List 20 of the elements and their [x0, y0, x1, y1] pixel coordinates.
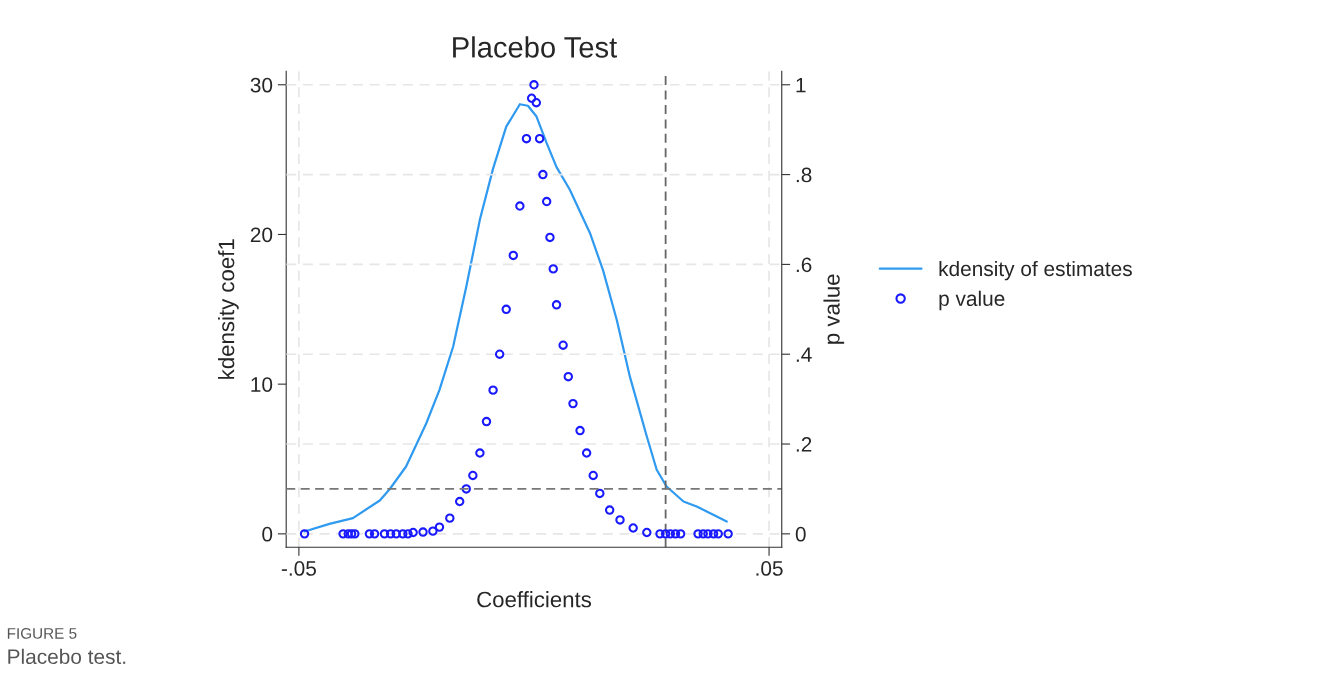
y2-axis-title: p value — [823, 274, 845, 344]
legend-label: kdensity of estimates — [939, 260, 1132, 281]
caption: FIGURE 5 — [7, 627, 77, 639]
chart-title: Placebo Test — [453, 36, 617, 58]
y-tick-label: 30 — [250, 77, 273, 93]
x-tick-label: .05 — [756, 561, 783, 576]
y2-tick-label: 1 — [796, 77, 806, 93]
x-tick-label: -.05 — [281, 561, 316, 576]
x-axis-title: Coefficients — [477, 591, 592, 608]
y-axis-title: kdensity coef1 — [218, 239, 239, 379]
y2-tick-label: 0 — [795, 526, 806, 542]
text: Placebo test. — [8, 648, 126, 665]
y2-tick-label: .8 — [796, 167, 812, 183]
y2-tick-label: .2 — [796, 437, 812, 452]
y2-tick-label: .6 — [796, 257, 812, 273]
y-tick-label: 20 — [250, 227, 273, 243]
y-tick-label: 10 — [251, 377, 273, 392]
y2-tick-label: .4 — [796, 347, 812, 362]
legend-label: p value — [939, 290, 1005, 311]
y-tick-label: 0 — [262, 526, 273, 542]
